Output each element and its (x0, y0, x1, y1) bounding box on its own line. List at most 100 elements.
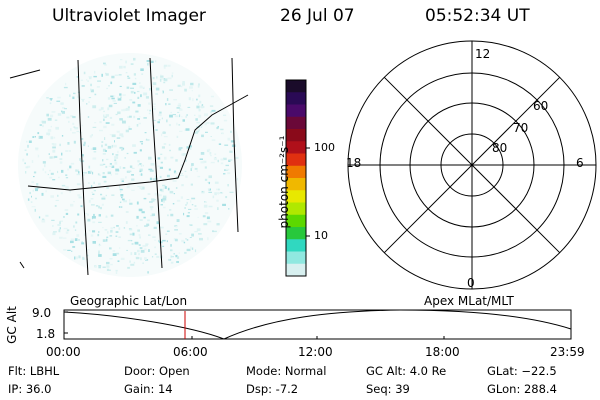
aurora-speckle (181, 116, 183, 118)
aurora-speckle (51, 219, 55, 221)
aurora-speckle (57, 113, 62, 116)
aurora-speckle (138, 253, 140, 256)
aurora-speckle (110, 227, 113, 230)
aurora-speckle (154, 175, 157, 179)
aurora-speckle (33, 171, 37, 174)
aurora-speckle (136, 215, 139, 219)
aurora-speckle (194, 249, 197, 253)
aurora-speckle (119, 188, 123, 191)
aurora-speckle (87, 213, 89, 216)
aurora-speckle (149, 109, 151, 112)
aurora-speckle (42, 120, 46, 124)
aurora-speckle (140, 94, 142, 98)
aurora-speckle (127, 170, 132, 173)
aurora-speckle (186, 114, 188, 117)
aurora-speckle (137, 118, 140, 120)
aurora-speckle (147, 219, 150, 222)
aurora-speckle (111, 123, 115, 126)
aurora-speckle (113, 144, 117, 148)
aurora-speckle (153, 103, 156, 105)
aurora-speckle (117, 98, 122, 101)
aurora-speckle (204, 123, 207, 126)
aurora-speckle (98, 265, 102, 267)
aurora-speckle (91, 191, 93, 193)
aurora-speckle (70, 162, 75, 165)
aurora-speckle (138, 234, 141, 237)
colorbar-stripe (286, 178, 306, 191)
aurora-speckle (210, 95, 214, 98)
aurora-speckle (121, 149, 124, 151)
aurora-speckle (137, 249, 140, 253)
aurora-speckle (102, 196, 106, 198)
aurora-speckle (41, 192, 44, 196)
aurora-speckle (139, 186, 143, 189)
colorbar-stripe (286, 153, 306, 167)
aurora-speckle (88, 76, 92, 78)
aurora-speckle (176, 256, 180, 259)
aurora-speckle (98, 267, 101, 269)
aurora-speckle (146, 223, 150, 227)
aurora-speckle (139, 116, 141, 118)
aurora-speckle (190, 168, 192, 171)
aurora-speckle (68, 120, 70, 123)
aurora-speckle (160, 153, 163, 155)
aurora-speckle (97, 80, 101, 82)
aurora-speckle (128, 182, 132, 185)
aurora-speckle (106, 238, 108, 242)
aurora-speckle (81, 154, 84, 157)
aurora-speckle (171, 72, 174, 74)
aurora-speckle (87, 171, 92, 174)
aurora-image (9, 53, 249, 277)
aurora-speckle (93, 213, 95, 217)
aurora-speckle (102, 148, 106, 152)
aurora-speckle (133, 261, 136, 264)
aurora-speckle (76, 76, 78, 78)
aurora-speckle (89, 76, 92, 80)
aurora-speckle (194, 131, 199, 134)
aurora-speckle (116, 252, 120, 255)
aurora-speckle (59, 161, 63, 164)
aurora-speckle (34, 208, 36, 212)
aurora-speckle (83, 71, 86, 75)
aurora-speckle (74, 127, 79, 130)
aurora-speckle (65, 177, 69, 179)
aurora-speckle (52, 225, 54, 227)
aurora-speckle (204, 113, 208, 117)
aurora-speckle (57, 224, 61, 226)
aurora-speckle (130, 263, 135, 266)
aurora-speckle (33, 176, 35, 178)
aurora-speckle (201, 104, 204, 107)
aurora-speckle (180, 164, 183, 167)
aurora-speckle (169, 209, 172, 211)
aurora-speckle (202, 215, 206, 218)
aurora-speckle (220, 192, 222, 194)
aurora-speckle (76, 173, 80, 176)
aurora-speckle (122, 120, 126, 124)
aurora-speckle (198, 94, 201, 98)
aurora-speckle (92, 221, 96, 224)
aurora-speckle (150, 163, 155, 166)
aurora-speckle (177, 111, 180, 113)
aurora-speckle (135, 110, 139, 113)
aurora-speckle (38, 135, 40, 139)
aurora-speckle (112, 250, 116, 252)
aurora-speckle (115, 235, 118, 237)
aurora-speckle (108, 165, 113, 167)
aurora-speckle (140, 257, 142, 261)
aurora-speckle (143, 197, 147, 200)
aurora-speckle (184, 170, 187, 172)
aurora-speckle (156, 221, 160, 225)
aurora-speckle (32, 189, 34, 192)
aurora-speckle (111, 194, 115, 196)
colorbar-stripe (286, 263, 306, 277)
aurora-speckle (151, 256, 154, 258)
aurora-speckle (127, 75, 130, 77)
aurora-speckle (171, 74, 173, 78)
aurora-speckle (183, 212, 185, 216)
aurora-speckle (92, 193, 95, 195)
aurora-speckle (176, 219, 180, 222)
aurora-speckle (170, 111, 172, 114)
aurora-speckle (163, 64, 168, 67)
aurora-speckle (93, 189, 96, 192)
aurora-speckle (199, 237, 203, 241)
